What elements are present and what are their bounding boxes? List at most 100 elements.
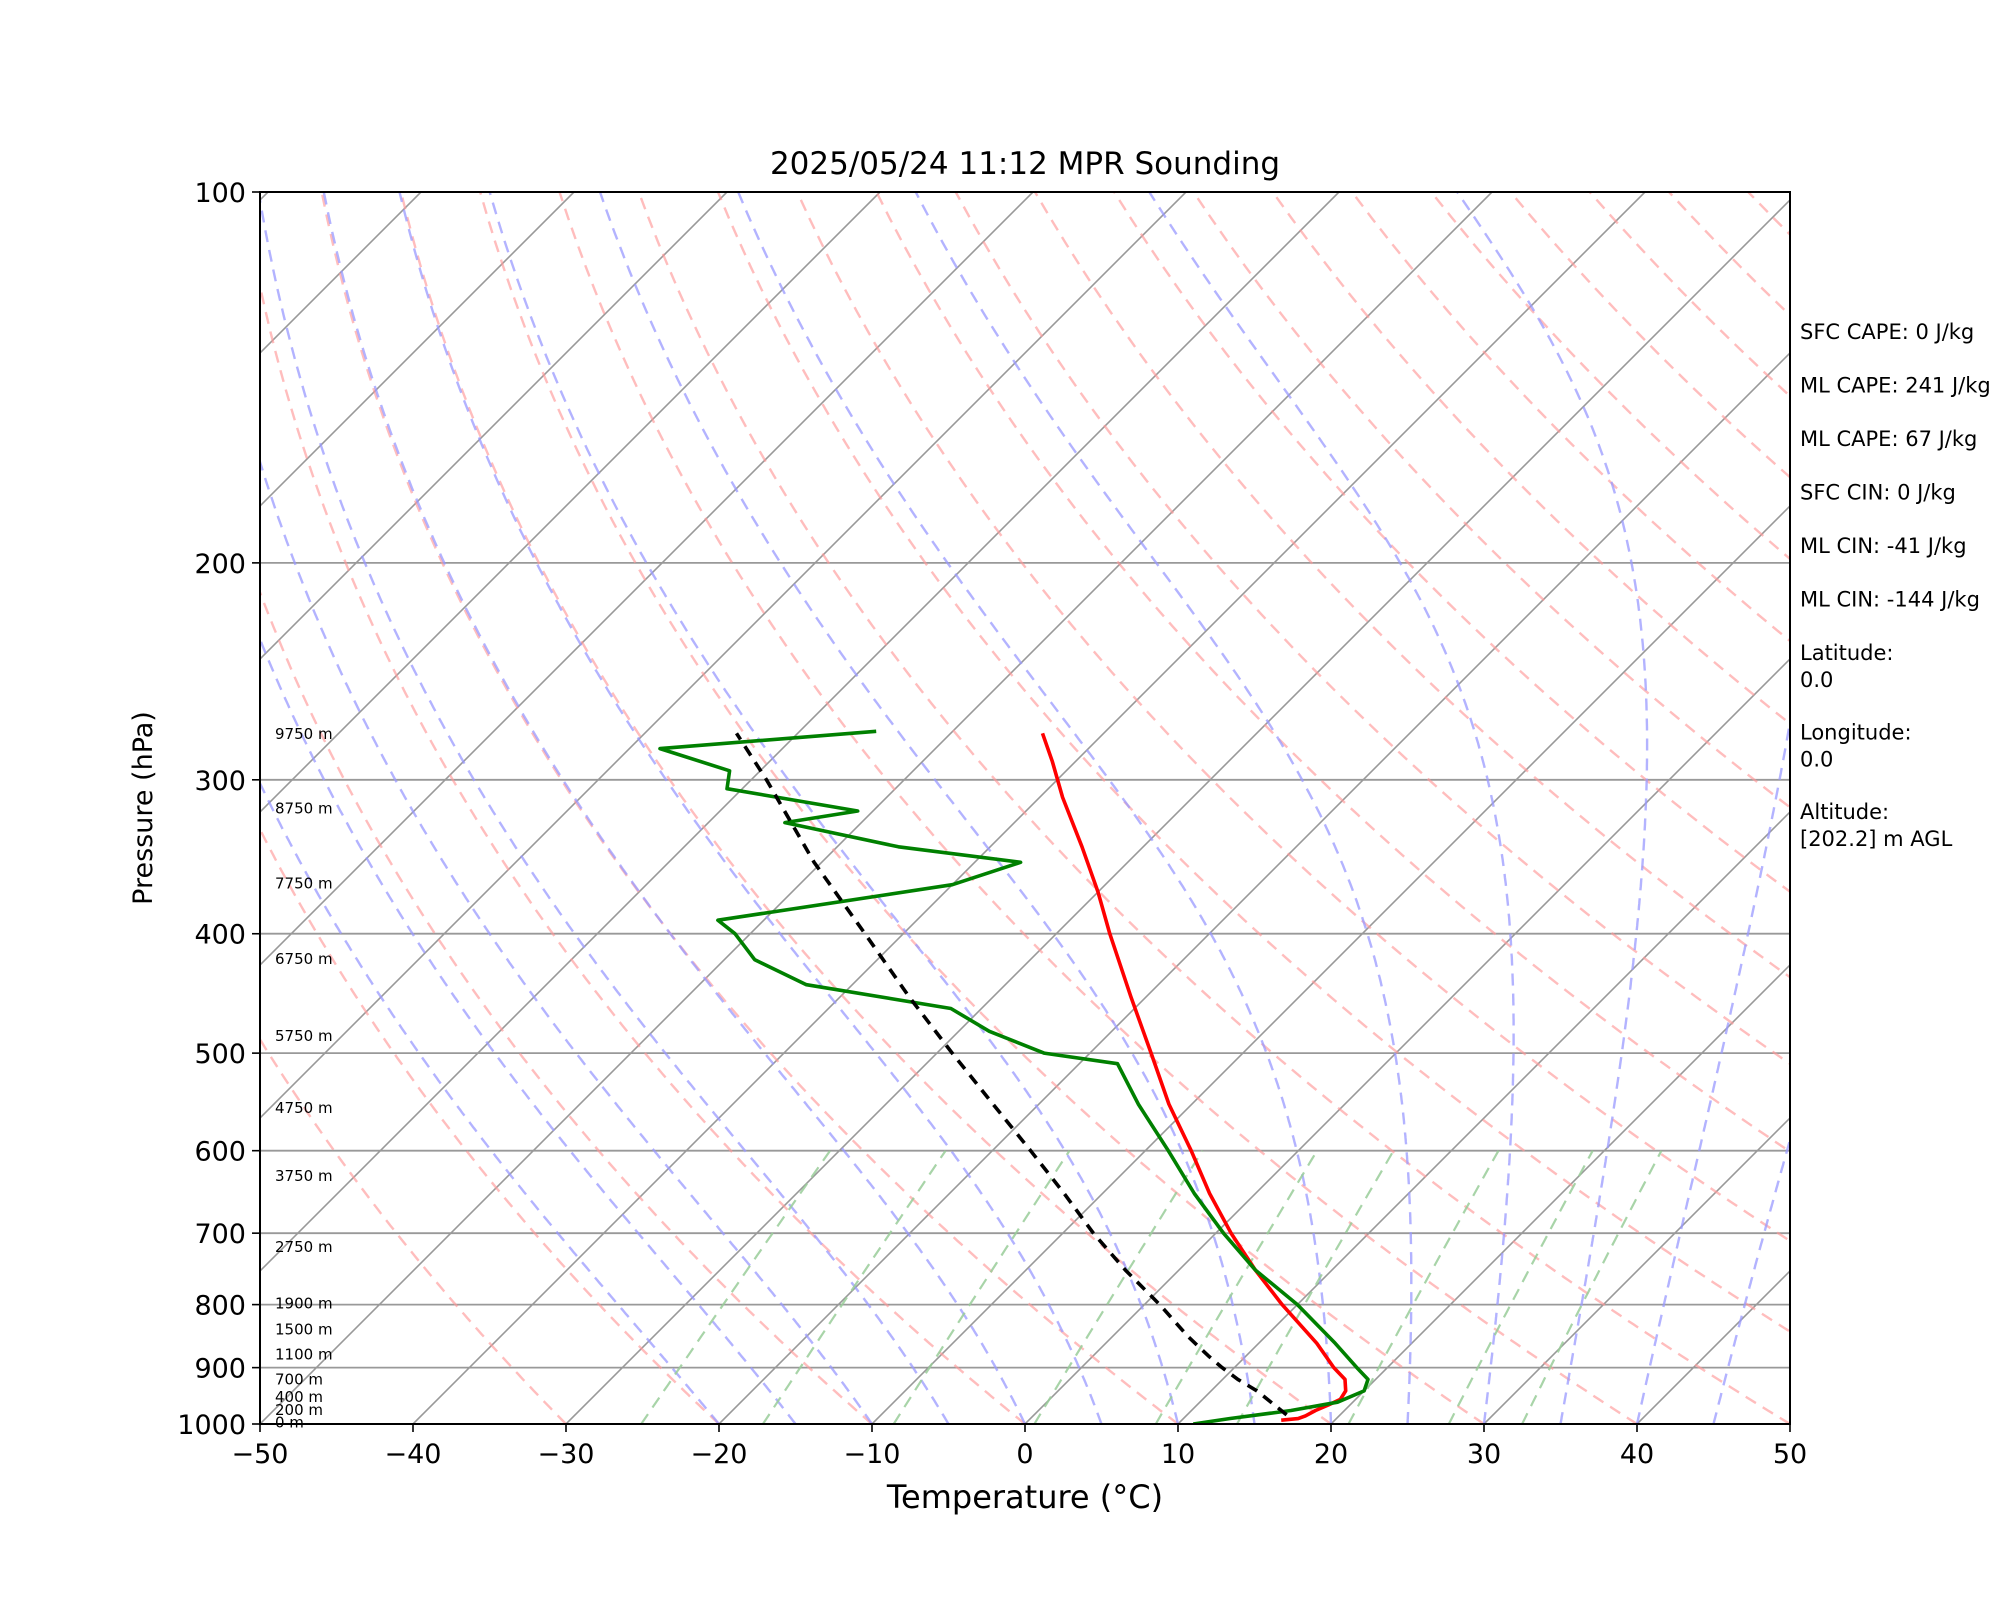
mixing-ratio-line <box>892 1150 1071 1424</box>
mixing-ratio-line <box>1236 1150 1395 1424</box>
dry-adiabat-line <box>1271 192 1790 726</box>
x-tick-label: −30 <box>538 1439 595 1470</box>
moist-adiabat-line <box>737 192 1333 1424</box>
moist-adiabat-line <box>260 192 950 1424</box>
x-tick-label: 30 <box>1467 1439 1501 1470</box>
y-tick-label: 600 <box>194 1137 246 1168</box>
y-tick-label: 200 <box>194 549 246 580</box>
y-tick-label: 1000 <box>177 1410 246 1441</box>
height-label: 2750 m <box>275 1238 333 1256</box>
y-tick-label: 700 <box>194 1219 246 1250</box>
chart-title: 2025/05/24 11:12 MPR Sounding <box>770 146 1280 182</box>
stat-annotation: ML CIN: -41 J/kg <box>1800 534 1967 558</box>
height-label: 200 m <box>275 1401 323 1419</box>
stat-annotation: SFC CIN: 0 J/kg <box>1800 481 1956 505</box>
dry-adiabat-line <box>637 192 1790 1424</box>
isotherm-line <box>412 192 1646 1424</box>
stat-annotation: Longitude: 0.0 <box>1800 721 1912 772</box>
y-tick-label: 900 <box>194 1354 246 1385</box>
x-tick-label: −20 <box>691 1439 748 1470</box>
isotherm-line <box>565 198 1790 1424</box>
dry-adiabat-line <box>716 192 1790 1333</box>
height-label: 1500 m <box>275 1321 333 1339</box>
dry-adiabat-line <box>260 826 720 1424</box>
x-tick-label: 0 <box>1016 1439 1033 1470</box>
mixing-ratio-line <box>1033 1150 1204 1424</box>
dry-adiabat-line <box>796 192 1790 1243</box>
stat-annotation: ML CAPE: 241 J/kg <box>1800 374 1991 398</box>
mixing-ratio-line <box>1447 1150 1594 1424</box>
stat-annotation: SFC CAPE: 0 J/kg <box>1800 320 1974 344</box>
x-tick-label: 40 <box>1620 1439 1654 1470</box>
dry-adiabat-line <box>260 280 1026 1424</box>
mixing-ratio-line <box>1154 1150 1319 1424</box>
mixing-ratio-line <box>640 1150 831 1424</box>
mixing-ratio-line <box>1521 1150 1663 1424</box>
stat-annotation: ML CIN: -144 J/kg <box>1800 588 1980 612</box>
moist-adiabat-line <box>1635 715 1790 1424</box>
moist-adiabat-line <box>598 192 1256 1424</box>
height-label: 5750 m <box>275 1027 333 1045</box>
dewpoint-profile-line <box>658 729 1370 1424</box>
dry-adiabat-line <box>399 192 1332 1424</box>
parcel-path-line <box>734 732 1288 1417</box>
height-label: 700 m <box>275 1371 323 1389</box>
height-label: 9750 m <box>275 725 333 743</box>
dry-adiabat-line <box>260 589 873 1424</box>
moist-adiabat-line <box>322 192 1027 1424</box>
isotherm-line <box>871 504 1790 1424</box>
moist-adiabat-line <box>398 192 1103 1424</box>
isotherm-line <box>260 192 575 508</box>
isotherm-line <box>1177 810 1790 1424</box>
x-axis: −50 −40 −30 −20 −10 0 10 20 30 40 50 <box>232 1424 1807 1470</box>
x-tick-label: −10 <box>844 1439 901 1470</box>
isotherm-line <box>260 192 728 661</box>
moist-adiabat-line <box>488 192 1180 1424</box>
isotherm-line <box>1024 657 1790 1424</box>
isotherm-line <box>260 192 1187 1120</box>
isotherm-line <box>260 192 1493 1424</box>
x-tick-label: 10 <box>1161 1439 1195 1470</box>
x-tick-label: 50 <box>1773 1439 1807 1470</box>
y-tick-label: 800 <box>194 1291 246 1322</box>
height-label: 7750 m <box>275 875 333 893</box>
background-lines <box>260 192 1790 1424</box>
dry-adiabat-line <box>875 192 1790 1154</box>
x-tick-label: −50 <box>232 1439 289 1470</box>
height-label: 0 m <box>275 1414 304 1432</box>
y-tick-label: 300 <box>194 766 246 797</box>
isotherm-line <box>1330 963 1790 1424</box>
y-tick-label: 400 <box>194 920 246 951</box>
x-axis-label: Temperature (°C) <box>886 1478 1163 1516</box>
y-tick-label: 100 <box>194 178 246 209</box>
height-label: 6750 m <box>275 950 333 968</box>
moist-adiabat-line <box>914 192 1413 1424</box>
mixing-ratio-line <box>761 1150 947 1424</box>
y-tick-label: 500 <box>194 1039 246 1070</box>
height-label: 1100 m <box>275 1346 333 1364</box>
y-axis-label: Pressure (hPa) <box>128 711 159 905</box>
stat-annotation: ML CAPE: 67 J/kg <box>1800 427 1977 451</box>
annotations-panel: SFC CAPE: 0 J/kg ML CAPE: 241 J/kg ML CAPE… <box>1800 320 1991 851</box>
height-label: 8750 m <box>275 799 333 817</box>
height-label: 1900 m <box>275 1295 333 1313</box>
dry-adiabat-line <box>320 192 1179 1424</box>
x-tick-label: −40 <box>385 1439 442 1470</box>
y-axis: 1000 900 800 700 600 500 400 300 200 100 <box>177 178 260 1441</box>
isotherm-line <box>260 192 1034 967</box>
moist-adiabat-line <box>1712 1135 1790 1424</box>
isotherm-line <box>718 351 1790 1424</box>
dry-adiabat-line <box>479 192 1485 1424</box>
height-label: 3750 m <box>275 1167 333 1185</box>
dry-adiabat-line <box>954 192 1790 1066</box>
isotherm-line <box>260 192 1340 1273</box>
stat-annotation: Altitude: [202.2] m AGL <box>1800 800 1953 851</box>
moist-adiabat-line <box>1456 192 1649 1424</box>
isotherm-line <box>260 192 881 814</box>
x-tick-label: 20 <box>1314 1439 1348 1470</box>
moist-adiabat-line <box>1148 192 1515 1424</box>
moist-adiabat-line <box>260 457 874 1424</box>
mixing-ratio-line <box>1347 1150 1500 1424</box>
